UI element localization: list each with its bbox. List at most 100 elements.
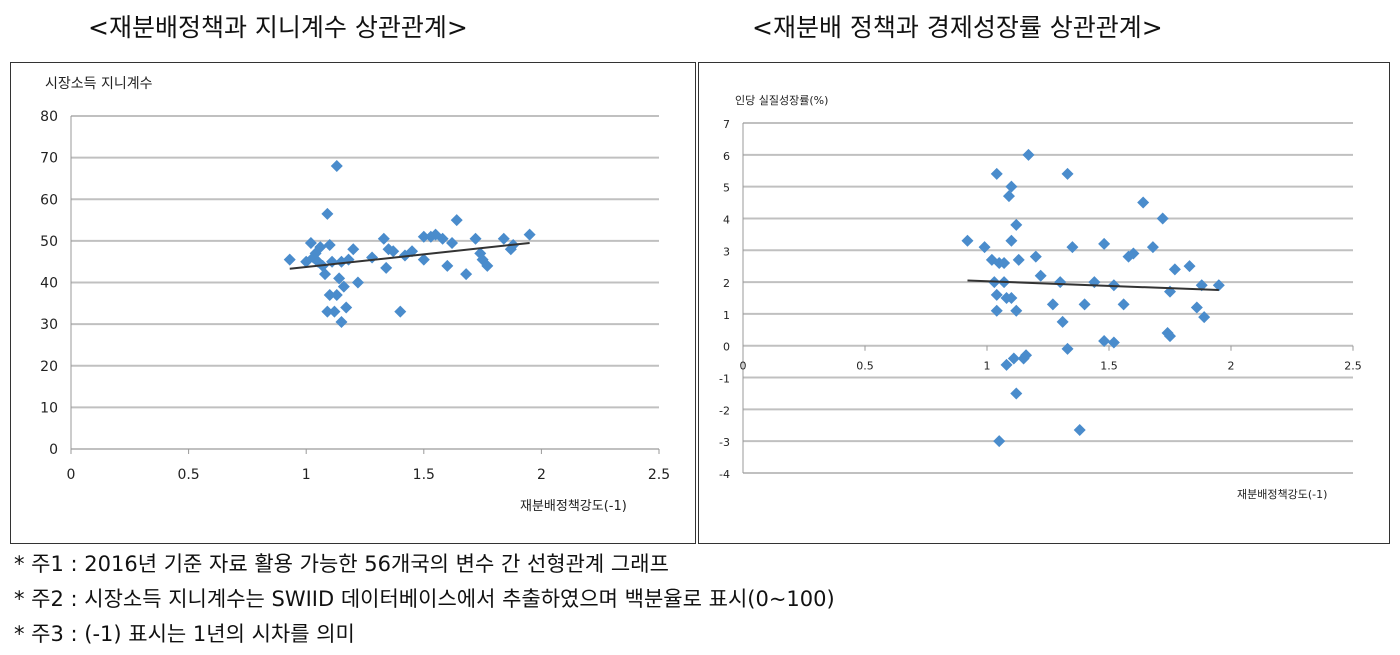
x-tick-label: 0.5	[177, 467, 199, 483]
data-point	[366, 251, 379, 264]
data-point	[1066, 241, 1079, 254]
data-point	[330, 288, 343, 301]
x-axis-title: 재분배정책강도(-1)	[520, 499, 627, 514]
y-tick-label: 60	[40, 192, 58, 208]
data-point	[1212, 279, 1225, 292]
y-tick-label: 70	[40, 151, 58, 167]
data-point	[1156, 212, 1169, 225]
y-tick-label: 4	[723, 213, 730, 226]
data-point	[1164, 330, 1176, 343]
data-point	[333, 272, 346, 285]
x-tick-label: 2.5	[1344, 360, 1362, 373]
data-point	[436, 232, 449, 245]
data-point	[990, 167, 1003, 180]
x-tick-label: 2	[1228, 360, 1235, 373]
data-point	[351, 276, 364, 289]
data-point	[1107, 336, 1120, 349]
y-tick-label: -3	[719, 436, 730, 449]
y-tick-label: 10	[40, 400, 58, 416]
data-point	[1168, 263, 1181, 276]
data-point	[417, 253, 430, 266]
data-point	[978, 241, 991, 254]
data-point	[990, 304, 1003, 317]
data-point	[328, 305, 341, 318]
data-point	[1000, 358, 1013, 371]
x-tick-label: 0.5	[856, 360, 874, 373]
data-point	[1010, 304, 1023, 317]
data-point	[1073, 424, 1086, 437]
data-point	[1146, 241, 1159, 254]
note-2: * 주2 : 시장소득 지니계수는 SWIID 데이터베이스에서 추출하였으며 …	[14, 587, 835, 611]
y-tick-label: 2	[723, 277, 730, 290]
data-point	[417, 230, 430, 243]
data-point	[446, 236, 459, 249]
y-tick-label: 0	[723, 341, 730, 354]
y-tick-label: -4	[719, 468, 730, 481]
data-point	[1056, 315, 1069, 328]
y-tick-label: -2	[719, 404, 730, 417]
data-point	[523, 228, 536, 241]
right-chart-title: <재분배 정책과 경제성장률 상관관계>	[752, 13, 1163, 42]
data-point	[481, 259, 494, 272]
x-tick-label: 1.5	[1100, 360, 1118, 373]
data-point	[993, 435, 1006, 448]
data-point	[387, 245, 400, 258]
y-tick-label: 5	[723, 182, 730, 195]
data-point	[1137, 196, 1150, 209]
data-point	[1195, 279, 1208, 292]
data-point	[1010, 387, 1023, 400]
data-point	[1020, 349, 1033, 362]
y-tick-label: 1	[723, 309, 730, 322]
trendline	[967, 279, 1219, 292]
data-point	[1117, 298, 1130, 311]
right-chart-frame	[698, 62, 1390, 544]
data-point	[1098, 334, 1111, 347]
y-tick-label: 6	[723, 150, 730, 163]
data-point	[469, 232, 482, 245]
data-point	[1005, 180, 1018, 193]
data-point	[460, 268, 473, 281]
data-point	[961, 234, 974, 247]
left-chart-frame	[10, 62, 696, 544]
data-point	[380, 261, 393, 274]
y-tick-label: 50	[40, 234, 58, 250]
y-tick-label: 0	[49, 442, 58, 458]
data-point	[394, 305, 407, 318]
data-point	[1010, 218, 1023, 231]
y-tick-label: 30	[40, 317, 58, 333]
data-point	[998, 257, 1011, 269]
y-axis-title: 인당 실질성장률(%)	[735, 94, 828, 107]
data-point	[340, 301, 353, 314]
x-tick-label: 0	[67, 467, 76, 483]
trendline	[289, 241, 530, 270]
data-point	[1198, 311, 1211, 324]
data-point	[323, 239, 336, 252]
data-point	[1002, 190, 1015, 203]
data-point	[377, 232, 390, 245]
data-point	[1046, 298, 1059, 311]
data-point	[1005, 234, 1018, 247]
data-point	[1190, 301, 1203, 314]
data-point	[321, 305, 334, 318]
data-point	[1061, 167, 1074, 180]
data-point	[1183, 260, 1196, 273]
data-point	[330, 159, 343, 172]
data-point	[450, 214, 463, 227]
x-tick-label: 0	[740, 360, 747, 373]
y-tick-label: 3	[723, 245, 730, 258]
data-point	[283, 253, 296, 266]
data-point	[497, 232, 510, 245]
y-tick-label: -1	[719, 373, 730, 386]
data-point	[1034, 269, 1047, 282]
data-point	[304, 236, 317, 249]
x-tick-label: 1	[984, 360, 991, 373]
data-point	[1098, 237, 1111, 250]
data-point	[347, 243, 360, 256]
data-point	[1012, 253, 1025, 266]
data-point	[441, 259, 454, 272]
left-chart-title: <재분배정책과 지니계수 상관관계>	[88, 13, 468, 42]
x-tick-label: 2.5	[648, 467, 670, 483]
data-point	[335, 316, 348, 329]
y-axis-title: 시장소득 지니계수	[45, 76, 153, 92]
